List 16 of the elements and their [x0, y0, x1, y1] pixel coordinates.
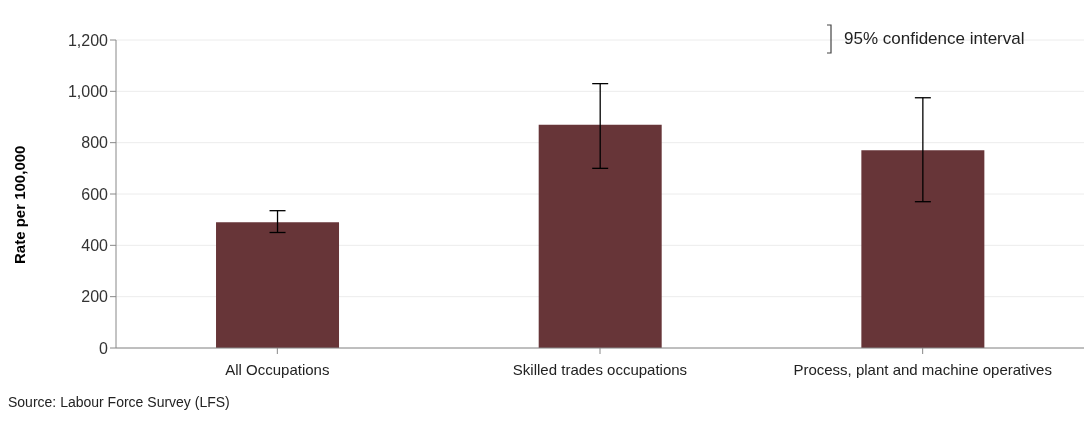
- bar: [538, 124, 662, 348]
- x-tick-label: Process, plant and machine operatives: [793, 360, 1052, 378]
- bar: [861, 150, 985, 348]
- y-tick-label: 400: [81, 237, 109, 255]
- x-tick-label: All Occupations: [225, 360, 330, 378]
- y-tick-label: 800: [81, 134, 109, 152]
- y-tick-label: 200: [81, 288, 109, 306]
- y-tick-label: 1,200: [67, 31, 109, 49]
- y-tick-label: 1,000: [67, 83, 109, 101]
- bar: [216, 222, 340, 348]
- y-tick-label: 600: [81, 185, 109, 203]
- source-note: Source: Labour Force Survey (LFS): [8, 394, 230, 410]
- x-tick-label: Skilled trades occupations: [512, 360, 688, 378]
- annotation: 95% confidence interval: [844, 29, 1025, 49]
- y-tick-label: 0: [99, 339, 109, 357]
- y-axis-title: Rate per 100,000: [11, 145, 29, 264]
